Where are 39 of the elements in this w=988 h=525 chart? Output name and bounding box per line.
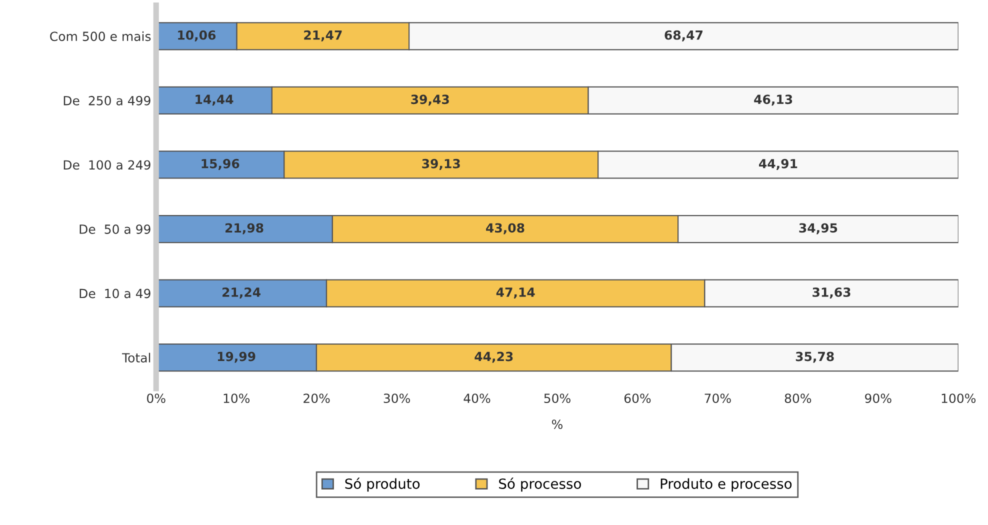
data-label: 44,91 [759,158,798,170]
y-tick-label: De 50 a 99 [80,224,150,234]
data-label: 15,96 [202,158,240,170]
y-tick-label: De 250 a 499 [64,96,150,106]
data-label: 35,78 [796,352,834,363]
x-axis-title: % [552,420,562,430]
x-tick-label: 90% [865,394,892,404]
data-label: 47,14 [496,288,535,299]
x-tick-label: 70% [704,394,731,404]
x-tick-label: 10% [224,394,250,404]
y-tick-label: Com 500 e mais [50,31,151,42]
data-label: 43,08 [486,223,524,234]
data-label: 44,23 [474,352,513,363]
legend-label: Produto e processo [660,478,792,492]
data-label: 21,98 [225,223,264,234]
y-tick-label: Total [122,352,150,363]
data-label: 46,13 [754,94,792,106]
x-tick-label: 80% [784,394,812,404]
x-tick-label: 100% [942,394,976,404]
data-label: 34,95 [799,223,838,234]
data-label: 21,47 [304,30,342,42]
x-tick-label: 40% [464,394,490,404]
data-label: 39,43 [411,94,449,106]
x-tick-label: 50% [544,394,570,404]
legend-label: Só produto [345,478,420,492]
x-tick-label: 60% [624,394,651,404]
data-label: 68,47 [664,30,702,42]
data-label: 19,99 [218,352,256,363]
data-label: 31,63 [812,287,850,299]
x-tick-label: 0% [147,394,166,404]
data-label: 39,13 [422,158,460,170]
data-label: 14,44 [196,94,234,106]
x-tick-label: 30% [384,394,410,404]
x-tick-label: 20% [304,394,330,404]
y-tick-label: De 10 a 49 [80,288,150,298]
data-label: 10,06 [178,30,216,42]
legend-label: Só processo [499,478,581,492]
data-label: 21,24 [222,287,260,299]
y-tick-label: De 100 a 249 [64,160,150,170]
